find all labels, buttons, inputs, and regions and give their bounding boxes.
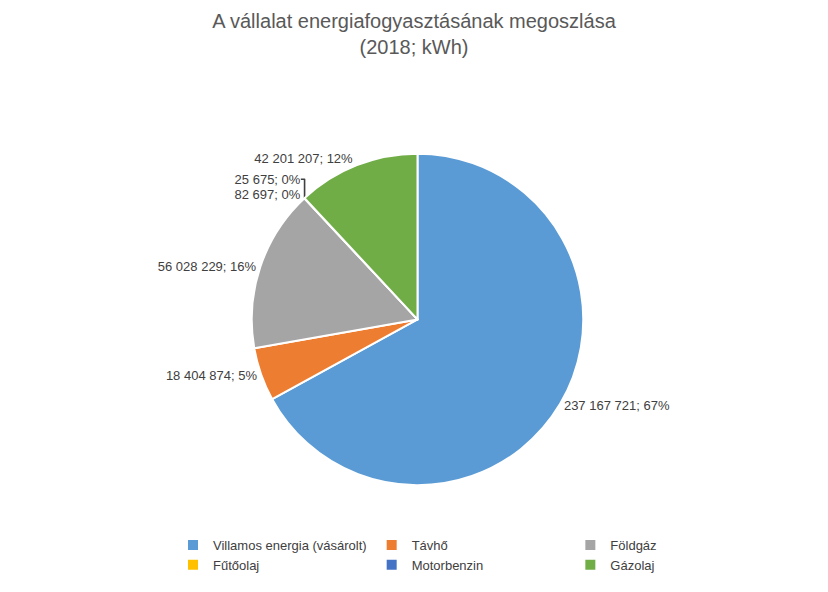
svg-text:A vállalat energiafogyasztásán: A vállalat energiafogyasztásának megoszl… bbox=[212, 10, 616, 58]
svg-text:Gázolaj: Gázolaj bbox=[610, 558, 654, 573]
svg-text:Fűtőolaj: Fűtőolaj bbox=[213, 558, 259, 573]
svg-text:Távhő: Távhő bbox=[412, 538, 448, 553]
svg-text:82 697; 0%: 82 697; 0% bbox=[234, 187, 300, 202]
svg-text:56 028 229; 16%: 56 028 229; 16% bbox=[158, 259, 257, 274]
svg-text:25 675; 0%: 25 675; 0% bbox=[235, 172, 301, 187]
svg-text:Motorbenzin: Motorbenzin bbox=[412, 558, 484, 573]
svg-text:Földgáz: Földgáz bbox=[610, 538, 656, 553]
svg-text:18 404 874; 5%: 18 404 874; 5% bbox=[166, 368, 258, 383]
svg-text:42 201 207; 12%: 42 201 207; 12% bbox=[254, 151, 353, 166]
svg-text:Villamos energia (vásárolt): Villamos energia (vásárolt) bbox=[213, 538, 367, 553]
svg-text:237 167 721; 67%: 237 167 721; 67% bbox=[564, 398, 670, 413]
